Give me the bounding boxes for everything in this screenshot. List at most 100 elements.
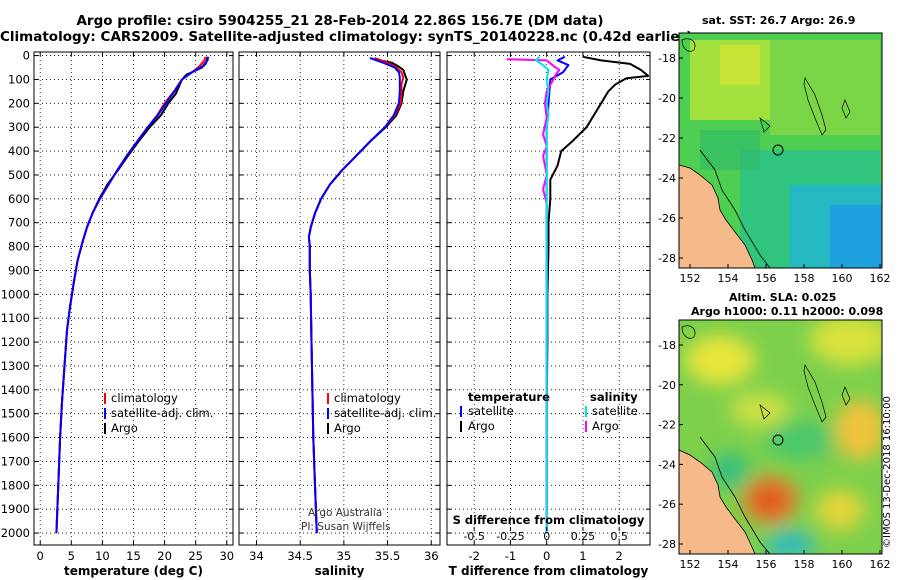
depth-tick-label: 300 bbox=[8, 120, 30, 134]
depth-tick-label: 1800 bbox=[1, 478, 30, 492]
x-tick-label: 5 bbox=[68, 549, 75, 563]
depth-tick-label: 0 bbox=[23, 49, 30, 63]
x-tick-label: 10 bbox=[95, 549, 110, 563]
credit-line-2: PI: Susan Wijffels bbox=[301, 521, 391, 533]
map-lat-label: -28 bbox=[658, 538, 676, 551]
x-axis-label: T difference from climatology bbox=[449, 564, 649, 578]
series-line-argo bbox=[55, 56, 209, 534]
s-tick-label: -0.5 bbox=[463, 530, 484, 543]
x-tick-label: -2 bbox=[468, 549, 479, 563]
legend-title: salinity bbox=[590, 390, 638, 404]
map-lon-label: 162 bbox=[870, 558, 891, 571]
legend-label: satellite bbox=[592, 404, 638, 418]
map-lat-label: -24 bbox=[658, 172, 676, 185]
series-line-argo bbox=[307, 58, 408, 534]
plot-frame bbox=[446, 51, 651, 546]
x-tick-label: 34 bbox=[249, 549, 264, 563]
map-lat-label: -22 bbox=[658, 419, 676, 432]
map-lat-label: -20 bbox=[658, 379, 676, 392]
x-tick-label: 20 bbox=[157, 549, 172, 563]
s-tick-label: 0 bbox=[543, 530, 550, 543]
depth-tick-label: 1300 bbox=[1, 359, 30, 373]
legend-label: climatology bbox=[334, 391, 401, 405]
series-line-s-argo bbox=[506, 58, 561, 534]
depth-tick-label: 400 bbox=[8, 144, 30, 158]
map-lon-label: 158 bbox=[794, 558, 815, 571]
map-lat-label: -28 bbox=[658, 252, 676, 265]
sst-map bbox=[679, 33, 882, 268]
legend-title: temperature bbox=[468, 390, 550, 404]
temperature-panel: 0100200300400500600700800900100011001200… bbox=[1, 49, 234, 578]
depth-tick-label: 800 bbox=[8, 240, 30, 254]
legend-label: climatology bbox=[111, 391, 178, 405]
sst-map-label: sat. SST: 26.7 Argo: 26.9 bbox=[702, 14, 856, 27]
x-axis-label: temperature (deg C) bbox=[64, 564, 203, 578]
x-axis-label: salinity bbox=[315, 564, 365, 578]
x-tick-label: 35.5 bbox=[375, 549, 401, 563]
map-lon-label: 154 bbox=[718, 272, 739, 285]
map-lat-label: -26 bbox=[658, 498, 676, 511]
map-lon-label: 160 bbox=[832, 272, 853, 285]
map-lon-label: 154 bbox=[718, 558, 739, 571]
sla-map-label: Altim. SLA: 0.025 bbox=[729, 291, 837, 304]
map-lat-label: -18 bbox=[658, 339, 676, 352]
x-tick-label: 1 bbox=[579, 549, 586, 563]
depth-tick-label: 1400 bbox=[1, 383, 30, 397]
map-lon-label: 156 bbox=[756, 272, 777, 285]
legend-label: Argo bbox=[592, 419, 619, 433]
depth-tick-label: 1100 bbox=[1, 311, 30, 325]
legend-label: satellite bbox=[468, 404, 514, 418]
legend-label: Argo bbox=[334, 421, 361, 435]
legend-label: Argo bbox=[468, 419, 495, 433]
depth-tick-label: 200 bbox=[8, 96, 30, 110]
series-line-s-satellite bbox=[534, 56, 550, 534]
s-axis-label: S difference from climatology bbox=[453, 513, 645, 527]
depth-tick-label: 700 bbox=[8, 216, 30, 230]
map-lat-label: -22 bbox=[658, 132, 676, 145]
credit-line-1: Argo Australia bbox=[308, 507, 382, 519]
sla-map-label-2: Argo h1000: 0.11 h2000: 0.098 bbox=[691, 305, 884, 318]
x-tick-label: 0 bbox=[37, 549, 44, 563]
series-line-satellite-adj-clim- bbox=[307, 57, 401, 534]
plot-subtitle: Climatology: CARS2009. Satellite-adjuste… bbox=[0, 29, 693, 45]
x-tick-label: 36 bbox=[424, 549, 439, 563]
x-tick-label: 30 bbox=[219, 549, 234, 563]
s-tick-label: 0.5 bbox=[610, 530, 628, 543]
x-tick-label: 34.5 bbox=[287, 549, 313, 563]
map-lon-label: 160 bbox=[832, 558, 853, 571]
map-lat-label: -18 bbox=[658, 52, 676, 65]
map-lon-label: 152 bbox=[680, 272, 701, 285]
map-lon-label: 152 bbox=[680, 558, 701, 571]
x-tick-label: -1 bbox=[505, 549, 516, 563]
x-tick-label: 25 bbox=[188, 549, 203, 563]
map-lat-label: -26 bbox=[658, 212, 676, 225]
series-line-satellite-adj-clim- bbox=[55, 56, 210, 534]
depth-tick-label: 1600 bbox=[1, 431, 30, 445]
depth-tick-label: 100 bbox=[8, 72, 30, 86]
legend-label: satellite-adj. clim. bbox=[334, 406, 436, 420]
map-lat-label: -24 bbox=[658, 458, 676, 471]
x-tick-label: 2 bbox=[616, 549, 623, 563]
legend-label: Argo bbox=[111, 421, 138, 435]
depth-tick-label: 1700 bbox=[1, 454, 30, 468]
series-line-t-argo bbox=[545, 55, 650, 534]
difference-panel: -2 -1 0 1 2T difference from climatology temp… bbox=[446, 51, 651, 578]
depth-tick-label: 1500 bbox=[1, 407, 30, 421]
plot-frame bbox=[33, 51, 234, 546]
x-tick-label: 35 bbox=[337, 549, 352, 563]
legend-label: satellite-adj. clim. bbox=[111, 406, 213, 420]
depth-tick-label: 900 bbox=[8, 263, 30, 277]
map-lon-label: 158 bbox=[794, 272, 815, 285]
map-lat-label: -20 bbox=[658, 92, 676, 105]
plot-title: Argo profile: csiro 5904255_21 28-Feb-20… bbox=[76, 13, 604, 29]
depth-tick-label: 2000 bbox=[1, 526, 30, 540]
series-line-t-satellite bbox=[545, 55, 570, 534]
map-lon-label: 156 bbox=[756, 558, 777, 571]
depth-tick-label: 600 bbox=[8, 192, 30, 206]
map-axes: 152 154 156 158 160 162 -18 -20 -22 -24 -26 -28 152 1… bbox=[658, 52, 890, 571]
x-tick-label: 15 bbox=[126, 549, 141, 563]
s-tick-label: 0.25 bbox=[571, 530, 596, 543]
depth-tick-label: 500 bbox=[8, 168, 30, 182]
salinity-panel: 34 34.5 35 35.5 36 salinity climatologysatelli… bbox=[238, 51, 441, 578]
